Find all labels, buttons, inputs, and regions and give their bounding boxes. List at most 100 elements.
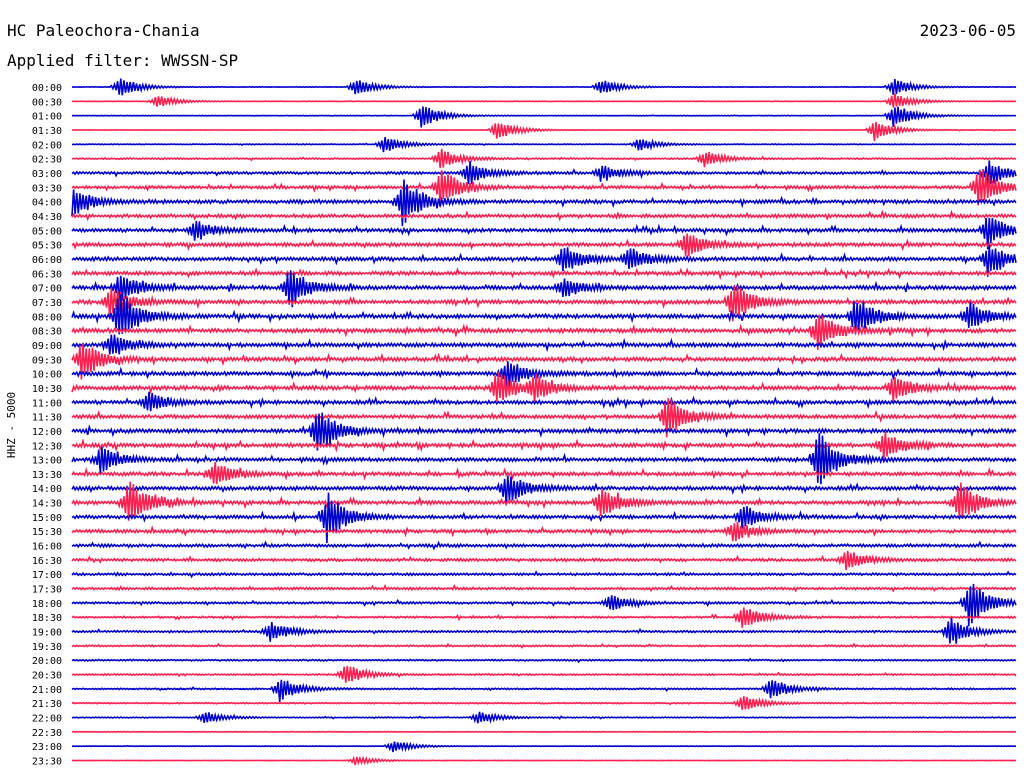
time-tick-label: 08:00 [32,312,62,323]
time-tick-label: 21:00 [32,685,62,696]
trace-row-2200 [71,711,1017,724]
trace-row-1030 [71,372,1017,404]
trace-row-0900 [71,334,1017,355]
trace-row-1930 [71,642,1017,649]
station-title: HC Paleochora-Chania [7,21,200,40]
time-tick-label: 21:30 [32,699,62,710]
time-tick-label: 23:30 [32,757,62,768]
time-tick-label: 05:30 [32,241,62,252]
channel-label: HHZ - 5000 [5,392,18,458]
time-tick-label: 20:30 [32,671,62,682]
trace-row-2030 [71,665,1017,683]
trace-row-2000 [71,657,1017,664]
trace-row-0300 [71,160,1017,186]
trace-row-0530 [71,233,1017,257]
trace-row-0200 [71,137,1017,153]
trace-row-1130 [71,398,1017,438]
time-tick-label: 19:00 [32,628,62,639]
time-tick-label: 06:00 [32,255,62,266]
time-tick-label: 12:00 [32,427,62,438]
time-tick-label: 17:00 [32,570,62,581]
time-tick-label: 22:30 [32,728,62,739]
trace-row-0100 [71,106,1017,128]
trace-row-0800 [71,294,1017,335]
time-tick-label: 10:00 [32,370,62,381]
time-tick-label: 12:30 [32,441,62,452]
trace-row-1300 [71,433,1017,485]
time-tick-label: 11:30 [32,413,62,424]
trace-row-1700 [71,570,1017,579]
time-tick-label: 02:30 [32,155,62,166]
trace-row-1000 [71,361,1017,388]
time-tick-label: 14:30 [32,499,62,510]
trace-row-0630 [71,266,1017,280]
time-tick-label: 08:30 [32,327,62,338]
trace-row-0700 [71,270,1017,308]
time-tick-label: 10:30 [32,384,62,395]
time-tick-label: 01:30 [32,126,62,137]
trace-row-0730 [71,285,1017,322]
trace-row-2300 [71,741,1017,753]
trace-row-1200 [71,412,1017,451]
time-tick-label: 01:00 [32,112,62,123]
trace-row-2330 [71,755,1017,766]
time-tick-label: 17:30 [32,585,62,596]
time-tick-label: 23:00 [32,742,62,753]
time-tick-label: 07:00 [32,284,62,295]
time-tick-label: 19:30 [32,642,62,653]
trace-row-0030 [71,93,1017,108]
time-tick-label: 05:00 [32,226,62,237]
time-tick-label: 07:30 [32,298,62,309]
trace-row-0230 [71,148,1017,169]
time-tick-label: 13:30 [32,470,62,481]
trace-row-2130 [71,696,1017,710]
trace-row-0400 [71,179,1017,227]
trace-row-1630 [71,550,1017,570]
date-label: 2023-06-05 [919,21,1016,40]
time-tick-label: 14:00 [32,484,62,495]
filter-label: Applied filter: WWSSN-SP [7,51,239,70]
trace-row-1600 [71,540,1017,551]
time-tick-label: 03:30 [32,183,62,194]
time-tick-label: 00:30 [32,97,62,108]
time-tick-label: 11:00 [32,398,62,409]
trace-row-0000 [71,78,1017,96]
time-tick-label: 04:00 [32,198,62,209]
time-tick-label: 20:00 [32,656,62,667]
time-tick-label: 00:00 [32,83,62,94]
time-tick-label: 04:30 [32,212,62,223]
trace-row-0930 [71,343,1017,380]
trace-row-1530 [71,521,1017,542]
trace-row-0430 [71,209,1017,222]
trace-row-0600 [71,244,1017,277]
time-tick-label: 15:30 [32,527,62,538]
trace-row-0500 [71,217,1017,250]
trace-row-1900 [71,617,1017,644]
time-tick-label: 13:00 [32,456,62,467]
trace-row-1400 [71,475,1017,506]
trace-row-0830 [71,314,1017,350]
trace-row-1100 [71,391,1017,412]
time-tick-label: 18:30 [32,613,62,624]
time-tick-label: 09:30 [32,355,62,366]
trace-row-0330 [71,169,1017,208]
trace-row-1830 [71,607,1017,628]
time-tick-label: 02:00 [32,140,62,151]
time-tick-label: 15:00 [32,513,62,524]
time-tick-label: 03:00 [32,169,62,180]
trace-row-2100 [71,679,1017,703]
trace-row-1430 [71,481,1017,521]
time-tick-label: 16:30 [32,556,62,567]
time-tick-label: 16:00 [32,542,62,553]
trace-row-1330 [71,461,1017,485]
time-tick-label: 22:00 [32,714,62,725]
trace-row-1500 [71,492,1017,544]
trace-row-1800 [71,583,1017,627]
trace-row-0130 [71,121,1017,141]
time-tick-label: 18:00 [32,599,62,610]
time-tick-label: 06:30 [32,269,62,280]
trace-row-1730 [71,583,1017,593]
trace-row-2230 [71,730,1017,734]
time-tick-label: 09:00 [32,341,62,352]
